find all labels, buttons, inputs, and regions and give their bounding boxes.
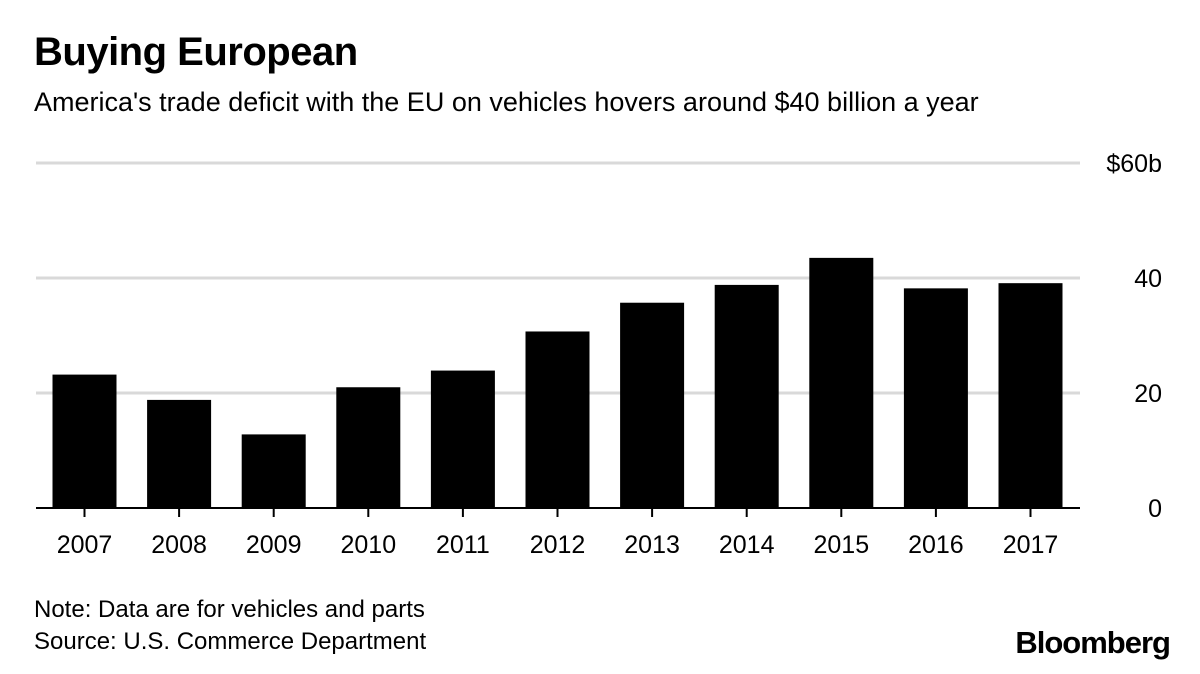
bar-2012	[525, 331, 590, 508]
bloomberg-logo: Bloomberg	[1015, 625, 1171, 660]
x-axis	[36, 507, 1080, 517]
bar-2009	[241, 434, 306, 508]
bars	[52, 257, 1063, 508]
bar-2015	[809, 257, 874, 508]
x-tick-label: 2009	[246, 531, 302, 559]
x-tick-label: 2011	[436, 531, 490, 559]
bar-2007	[52, 374, 117, 508]
x-tick-label: 2010	[340, 531, 396, 559]
x-tick-label: 2007	[57, 531, 113, 559]
y-tick-label: 0	[1148, 495, 1162, 523]
bar-2008	[147, 399, 212, 508]
x-tick-label: 2012	[530, 531, 586, 559]
chart-subtitle: America's trade deficit with the EU on v…	[34, 87, 979, 117]
y-axis-labels: 0 20 40 $60b	[1106, 150, 1162, 523]
y-tick-label: $60b	[1106, 150, 1162, 178]
y-tick-label: 20	[1134, 380, 1162, 408]
x-tick-label: 2015	[813, 531, 869, 559]
x-tick-label: 2013	[624, 531, 680, 559]
x-tick-label: 2008	[151, 531, 207, 559]
bar-2016	[903, 288, 968, 508]
bar-2013	[620, 302, 685, 508]
x-tick-label: 2017	[1003, 531, 1059, 559]
chart-title: Buying European	[34, 30, 358, 74]
chart-note: Note: Data are for vehicles and parts	[34, 596, 425, 623]
bar-2011	[430, 370, 495, 508]
bar-2014	[714, 284, 779, 508]
x-axis-labels: 2007 2008 2009 2010 2011 2012 2013 2014 2015 2016…	[57, 531, 1059, 559]
x-tick-label: 2016	[908, 531, 964, 559]
x-tick-label: 2014	[719, 531, 775, 559]
chart-source: Source: U.S. Commerce Department	[34, 628, 427, 655]
bar-2010	[336, 387, 401, 508]
bar-2017	[998, 283, 1063, 508]
y-tick-label: 40	[1134, 265, 1162, 293]
